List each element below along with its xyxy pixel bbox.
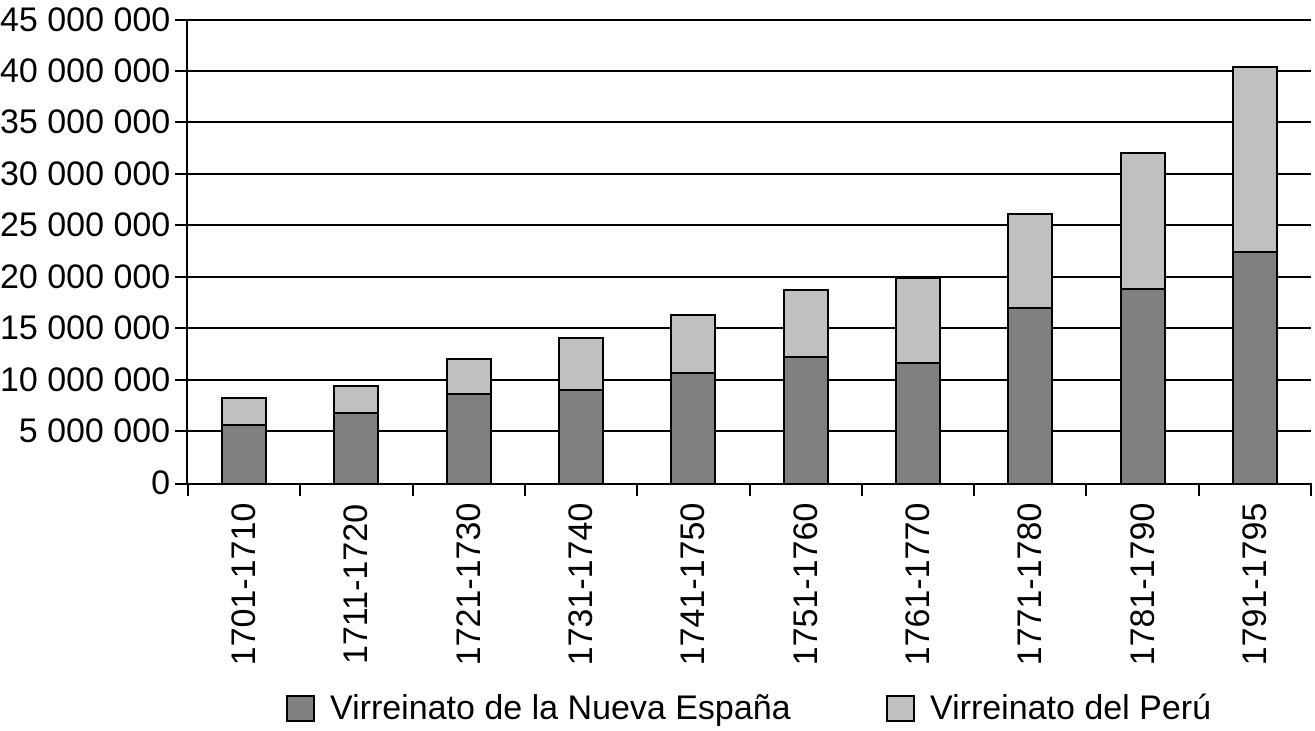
x-axis-category-label: 1711-1720 [337,503,375,665]
x-tick-mark [636,483,638,496]
x-axis-category-label: 1761-1770 [899,502,937,666]
gridline [188,379,1311,381]
x-tick-mark [187,483,189,496]
bar-segment-nueva-espana-1701-1710 [221,424,267,483]
bar-segment-nueva-espana-1771-1780 [1007,307,1053,483]
bar-segment-peru-1741-1750 [670,314,716,372]
x-axis: 1701-1710 1711-1720 1721-1730 1731-1740 1741… [0,0,1315,666]
bar-segment-nueva-espana-1721-1730 [446,393,492,483]
y-axis-line [186,19,188,485]
bar-segment-peru-1751-1760 [783,289,829,356]
gridline [188,276,1311,278]
bar-segment-nueva-espana-1781-1790 [1120,288,1166,483]
y-tick-mark [175,327,188,329]
x-tick-mark [749,483,751,496]
y-axis-tick-label: 40 000 000 [0,52,171,90]
y-tick-mark [175,276,188,278]
gridline [188,430,1311,432]
y-tick-mark [175,19,188,21]
y-tick-mark [175,483,188,485]
y-tick-mark [175,121,188,123]
bar-segment-peru-1791-1795 [1232,66,1278,251]
gridline [188,121,1311,123]
legend-label-peru: Virreinato del Perú [930,689,1211,727]
y-axis-tick-label: 45 000 000 [0,1,171,39]
plot-area [175,19,1312,496]
legend-swatch-nueva-espana [286,695,315,722]
x-tick-mark [1085,483,1087,496]
x-axis-category-label: 1731-1740 [562,502,600,666]
x-tick-mark [861,483,863,496]
y-axis: 0 5 000 000 10 000 000 15 000 000 20 000 000… [0,0,170,520]
legend-label-nueva-espana: Virreinato de la Nueva España [330,689,791,727]
x-tick-mark [524,483,526,496]
x-axis-category-label: 1741-1750 [674,502,712,666]
gridline [188,224,1311,226]
x-tick-mark [299,483,301,496]
bar-segment-peru-1731-1740 [558,337,604,389]
bar-segment-nueva-espana-1791-1795 [1232,251,1278,483]
y-tick-mark [175,70,188,72]
x-tick-mark [1198,483,1200,496]
legend-item-nueva-espana: Virreinato de la Nueva España [286,686,791,731]
y-axis-tick-label: 5 000 000 [18,412,170,450]
y-axis-tick-label: 25 000 000 [0,206,171,244]
bar-segment-peru-1781-1790 [1120,152,1166,288]
x-tick-mark [412,483,414,496]
bar-segment-nueva-espana-1761-1770 [895,362,941,483]
bar-segment-nueva-espana-1711-1720 [333,412,379,483]
gridline [188,327,1311,329]
bar-segment-nueva-espana-1751-1760 [783,356,829,483]
y-tick-mark [175,173,188,175]
x-tick-mark [973,483,975,496]
x-axis-category-label: 1791-1795 [1236,502,1274,666]
legend: Virreinato de la Nueva España Virreinato… [0,686,1315,731]
bar-segment-nueva-espana-1731-1740 [558,389,604,483]
x-axis-line [186,483,1311,485]
legend-swatch-peru [886,695,915,722]
bar-segment-peru-1721-1730 [446,358,492,393]
y-tick-mark [175,379,188,381]
y-axis-tick-label: 20 000 000 [0,258,171,296]
x-axis-category-label: 1721-1730 [450,502,488,666]
gridline [188,70,1311,72]
x-tick-mark [1310,483,1312,496]
y-axis-tick-label: 35 000 000 [0,103,171,141]
bar-segment-nueva-espana-1741-1750 [670,372,716,483]
bar-segment-peru-1771-1780 [1007,213,1053,307]
bar-segment-peru-1711-1720 [333,385,379,412]
gridline [188,19,1311,21]
bar-segment-peru-1701-1710 [221,397,267,424]
y-tick-mark [175,224,188,226]
x-axis-category-label: 1771-1780 [1011,502,1049,666]
gridline [188,173,1311,175]
x-axis-category-label: 1701-1710 [225,502,263,666]
x-axis-category-label: 1781-1790 [1124,502,1162,666]
y-axis-tick-label: 30 000 000 [0,155,171,193]
y-axis-tick-label: 0 [151,464,170,502]
y-axis-tick-label: 10 000 000 [0,361,171,399]
x-axis-category-label: 1751-1760 [787,502,825,666]
legend-item-peru: Virreinato del Perú [886,686,1211,731]
y-tick-mark [175,430,188,432]
y-axis-tick-label: 15 000 000 [0,309,171,347]
bar-segment-peru-1761-1770 [895,277,941,362]
